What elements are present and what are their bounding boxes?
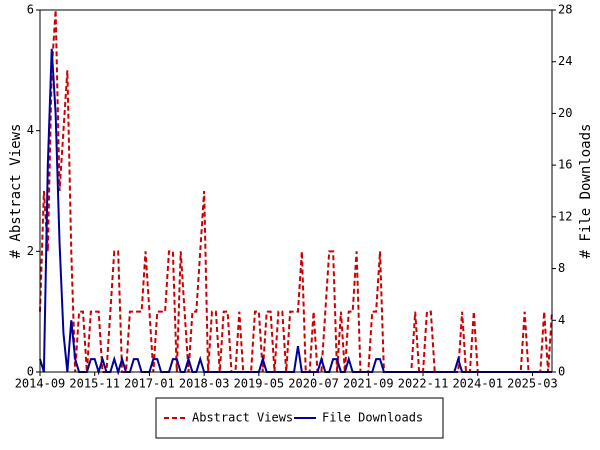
x-tick-label: 2014-09	[15, 377, 66, 391]
y-axis-title: # Abstract Views	[8, 124, 24, 259]
y2-tick-label: 16	[558, 158, 572, 172]
y2-tick-label: 0	[558, 365, 565, 379]
y2-tick-label: 8	[558, 261, 565, 275]
x-tick-label: 2022-11	[398, 377, 449, 391]
x-tick-label: 2015-11	[69, 377, 120, 391]
x-tick-label: 2021-09	[343, 377, 394, 391]
legend-label: Abstract Views	[192, 411, 293, 425]
y-tick-label: 0	[27, 365, 34, 379]
y2-tick-label: 20	[558, 106, 572, 120]
y-tick-label: 2	[27, 244, 34, 258]
legend-label: File Downloads	[322, 411, 423, 425]
x-tick-label: 2020-07	[288, 377, 339, 391]
y2-tick-label: 24	[558, 54, 572, 68]
y-tick-label: 4	[27, 123, 34, 137]
x-tick-label: 2024-01	[452, 377, 503, 391]
y-tick-label: 6	[27, 3, 34, 17]
y2-tick-label: 28	[558, 3, 572, 17]
plot-frame	[39, 9, 553, 373]
x-tick-label: 2019-05	[234, 377, 285, 391]
series-line	[39, 9, 553, 373]
x-tick-label: 2018-03	[179, 377, 230, 391]
y2-tick-label: 4	[558, 313, 565, 327]
y2-tick-label: 12	[558, 209, 572, 223]
y2-axis-title: # File Downloads	[578, 124, 594, 259]
x-tick-label: 2025-03	[507, 377, 558, 391]
x-tick-label: 2017-01	[124, 377, 175, 391]
